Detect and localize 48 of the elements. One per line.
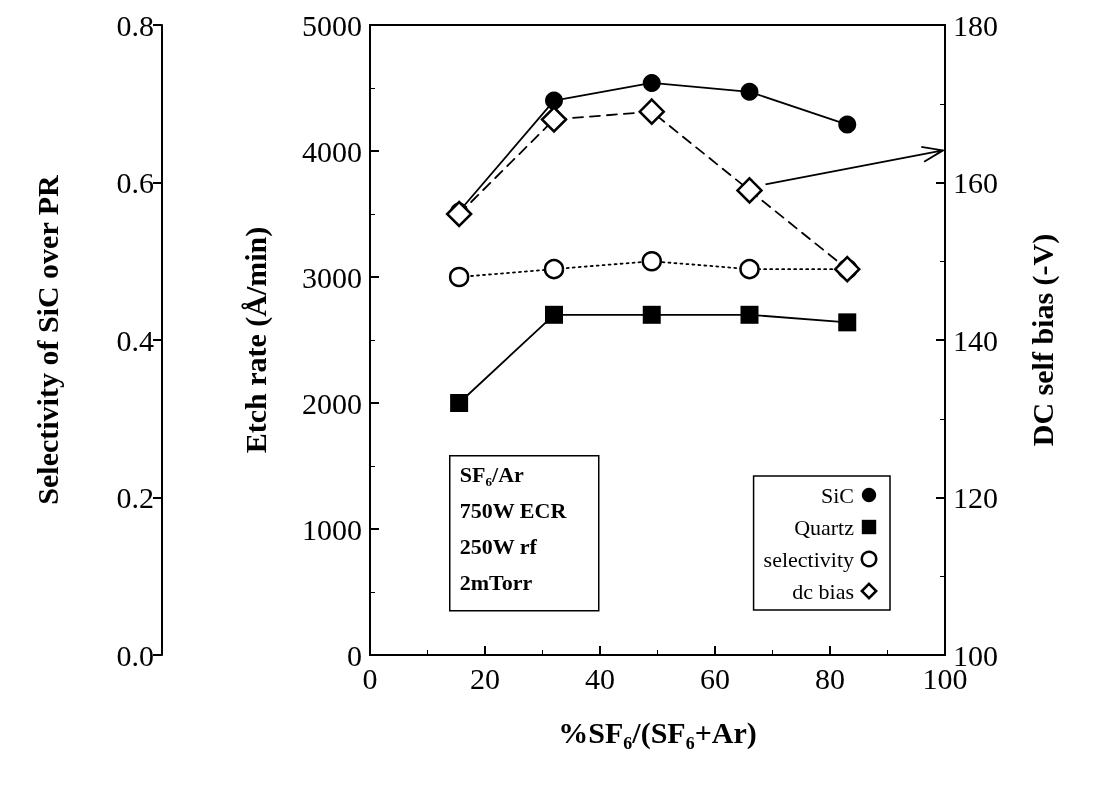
point bbox=[740, 82, 759, 101]
point bbox=[638, 98, 665, 125]
point bbox=[641, 251, 662, 272]
y3-axis-title: Selectivity of SiC over PR bbox=[30, 174, 64, 505]
y-axis-title: Etch rate (Å/min) bbox=[238, 226, 273, 454]
point bbox=[540, 106, 568, 133]
x-tick-label: 40 bbox=[585, 661, 615, 695]
annotation: 750W ECR bbox=[459, 498, 568, 524]
point bbox=[736, 177, 763, 204]
y2-axis-title: DC self bias (-V) bbox=[1025, 233, 1060, 447]
legend-label: SiC bbox=[820, 482, 854, 508]
x-tick-label: 60 bbox=[700, 661, 730, 695]
point bbox=[543, 258, 565, 280]
legend-label: selectivity bbox=[763, 546, 854, 572]
y3-tick-label: 0.4 bbox=[116, 323, 154, 357]
point bbox=[450, 394, 469, 412]
y-tick-label: 5000 bbox=[302, 8, 362, 42]
point bbox=[445, 200, 473, 228]
y-tick-label: 3000 bbox=[302, 260, 362, 294]
point bbox=[642, 73, 661, 92]
y3-tick-label: 0.0 bbox=[116, 638, 154, 672]
legend-label: Quartz bbox=[794, 514, 855, 540]
point bbox=[838, 115, 857, 134]
annotation: SF₆/Ar bbox=[459, 462, 525, 488]
point bbox=[642, 305, 661, 324]
y3-tick-label: 0.2 bbox=[116, 481, 154, 514]
y3-tick-label: 0.8 bbox=[116, 8, 154, 42]
point bbox=[838, 313, 857, 332]
point bbox=[739, 258, 760, 280]
y-tick-label: 2000 bbox=[302, 386, 362, 420]
point bbox=[545, 305, 563, 324]
annotation: 2mTorr bbox=[459, 570, 533, 596]
y-tick-label: 4000 bbox=[302, 134, 362, 168]
y3-tick-label: 0.6 bbox=[116, 166, 154, 199]
point bbox=[448, 266, 470, 288]
x-tick-label: 20 bbox=[470, 661, 500, 695]
x-tick-label: 80 bbox=[815, 661, 845, 695]
legend-label: dc bias bbox=[792, 578, 854, 604]
point bbox=[740, 305, 759, 324]
y2-tick-label: 160 bbox=[953, 166, 998, 199]
y2-tick-label: 180 bbox=[953, 8, 998, 42]
y-tick-label: 0 bbox=[347, 638, 362, 672]
y-tick-label: 1000 bbox=[302, 512, 362, 546]
point bbox=[545, 91, 563, 110]
y2-tick-label: 140 bbox=[953, 323, 998, 357]
y2-tick-label: 120 bbox=[953, 481, 998, 514]
annotation: 250W rf bbox=[459, 534, 538, 560]
x-axis-title: %SF₆/(SF₆+Ar) bbox=[558, 715, 757, 750]
